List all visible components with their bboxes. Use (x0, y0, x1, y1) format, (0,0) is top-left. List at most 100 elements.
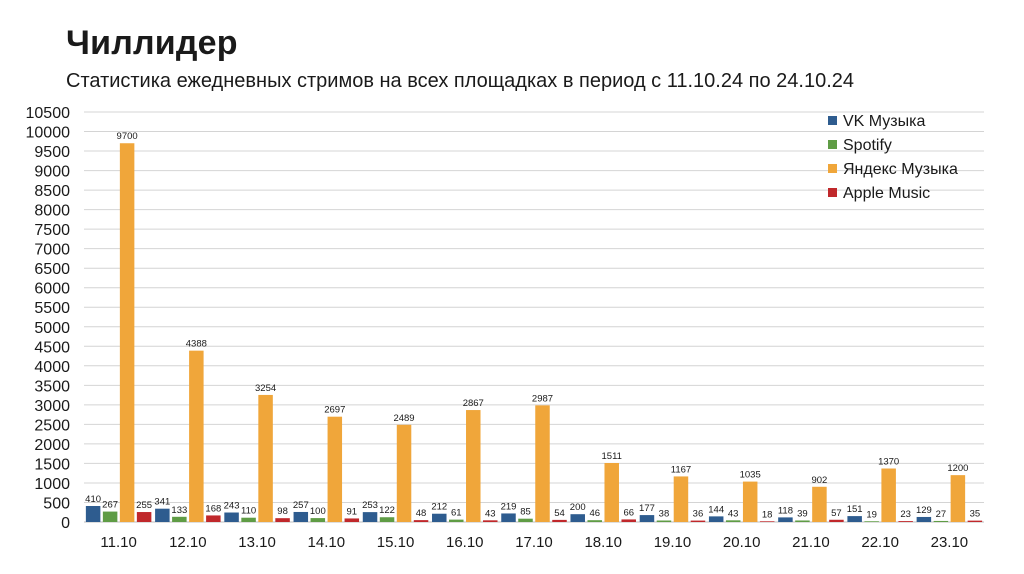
bar-value-label: 410 (85, 494, 101, 505)
bar-value-label: 2867 (463, 398, 484, 409)
legend-label: Яндекс Музыка (843, 161, 958, 178)
y-tick-label: 3500 (34, 378, 70, 395)
bar-value-label: 3254 (255, 383, 276, 394)
bar (379, 517, 395, 522)
bar-value-label: 9700 (117, 131, 138, 142)
bar-value-label: 2987 (532, 393, 553, 404)
bar (898, 521, 913, 522)
bar (172, 516, 187, 522)
bar-value-label: 54 (554, 508, 565, 519)
bar (725, 520, 741, 522)
bar (483, 520, 498, 522)
bar-value-label: 39 (797, 508, 808, 519)
bar-value-label: 1370 (878, 457, 899, 468)
bar-value-label: 2489 (393, 413, 414, 424)
legend-label: Spotify (843, 137, 892, 154)
y-tick-label: 1500 (34, 456, 70, 473)
x-tick-label: 11.10 (100, 534, 136, 551)
bar (950, 475, 966, 522)
bar (275, 518, 290, 522)
y-tick-label: 10000 (26, 125, 71, 142)
bar-value-label: 1511 (602, 451, 622, 462)
bar-value-label: 43 (485, 508, 496, 519)
bar-value-label: 2697 (324, 405, 345, 416)
legend-swatch (828, 140, 837, 149)
bar (795, 520, 810, 522)
y-tick-label: 500 (43, 495, 70, 512)
x-tick-label: 20.10 (723, 534, 761, 551)
bar (206, 515, 221, 522)
bar (189, 350, 204, 522)
legend-label: Apple Music (843, 185, 930, 202)
bar (155, 508, 170, 522)
bar-value-label: 91 (347, 506, 358, 517)
x-tick-label: 14.10 (308, 534, 346, 551)
bar (933, 520, 949, 522)
legend-label: VK Музыка (843, 113, 925, 130)
y-axis: 0 500 1000 1500 2000 2500 3000 3500 4000 4500 5000… (26, 105, 71, 532)
y-tick-label: 8500 (34, 183, 70, 200)
legend: VK Музыка Spotify Яндекс Музыка Apple Music (828, 113, 958, 202)
bar-value-label: 19 (866, 509, 877, 520)
bar (344, 518, 360, 522)
bar (967, 520, 983, 522)
bar (449, 519, 464, 522)
bar-value-label: 38 (659, 509, 670, 520)
x-tick-label: 15.10 (377, 534, 415, 551)
bar-value-label: 255 (136, 500, 152, 511)
bar (310, 518, 326, 522)
bar (501, 513, 516, 522)
y-tick-label: 8000 (34, 203, 70, 220)
bar-value-label: 23 (900, 509, 911, 520)
bar (413, 520, 429, 522)
y-tick-label: 10500 (26, 105, 71, 122)
x-tick-label: 16.10 (446, 534, 484, 551)
y-tick-label: 4000 (34, 359, 70, 376)
page-subtitle: Статистика ежедневных стримов на всех пл… (66, 70, 855, 92)
bar (85, 505, 101, 522)
bar-value-label: 85 (520, 507, 531, 518)
bar-value-label: 66 (623, 507, 634, 518)
bar (552, 519, 567, 522)
y-tick-label: 7500 (34, 222, 70, 239)
bar (518, 518, 533, 522)
bar-value-label: 18 (762, 509, 773, 520)
bar (778, 517, 793, 522)
bar-value-label: 212 (431, 502, 447, 513)
legend-swatch (828, 188, 837, 197)
legend-swatch (828, 116, 837, 125)
bar-value-label: 57 (831, 508, 842, 519)
y-tick-label: 3000 (34, 398, 70, 415)
bar (708, 516, 724, 522)
bar (102, 511, 118, 522)
bar (864, 521, 879, 522)
x-tick-label: 22.10 (861, 534, 899, 551)
y-tick-label: 9500 (34, 144, 70, 161)
bar (362, 512, 378, 522)
y-tick-label: 9000 (34, 164, 70, 181)
y-tick-label: 6000 (34, 281, 70, 298)
bar-value-label: 144 (708, 504, 724, 515)
x-tick-label: 18.10 (584, 534, 622, 551)
bar-value-label: 110 (241, 506, 256, 517)
bar-value-label: 257 (293, 500, 309, 511)
y-tick-label: 4500 (34, 339, 70, 356)
bar-value-label: 267 (102, 500, 118, 511)
bar-value-label: 341 (154, 497, 170, 508)
y-tick-label: 7000 (34, 242, 70, 259)
bar (673, 476, 689, 522)
bar (241, 517, 256, 522)
legend-swatch (828, 164, 837, 173)
bar-value-label: 902 (811, 475, 827, 486)
bar-value-label: 219 (501, 501, 517, 512)
bar (829, 519, 844, 522)
bar-value-label: 200 (570, 502, 586, 513)
bar (881, 468, 896, 522)
bar-value-label: 243 (224, 501, 240, 512)
bar-value-label: 253 (362, 500, 378, 511)
bar (136, 512, 152, 522)
bars (85, 143, 983, 522)
y-tick-label: 2000 (34, 437, 70, 454)
